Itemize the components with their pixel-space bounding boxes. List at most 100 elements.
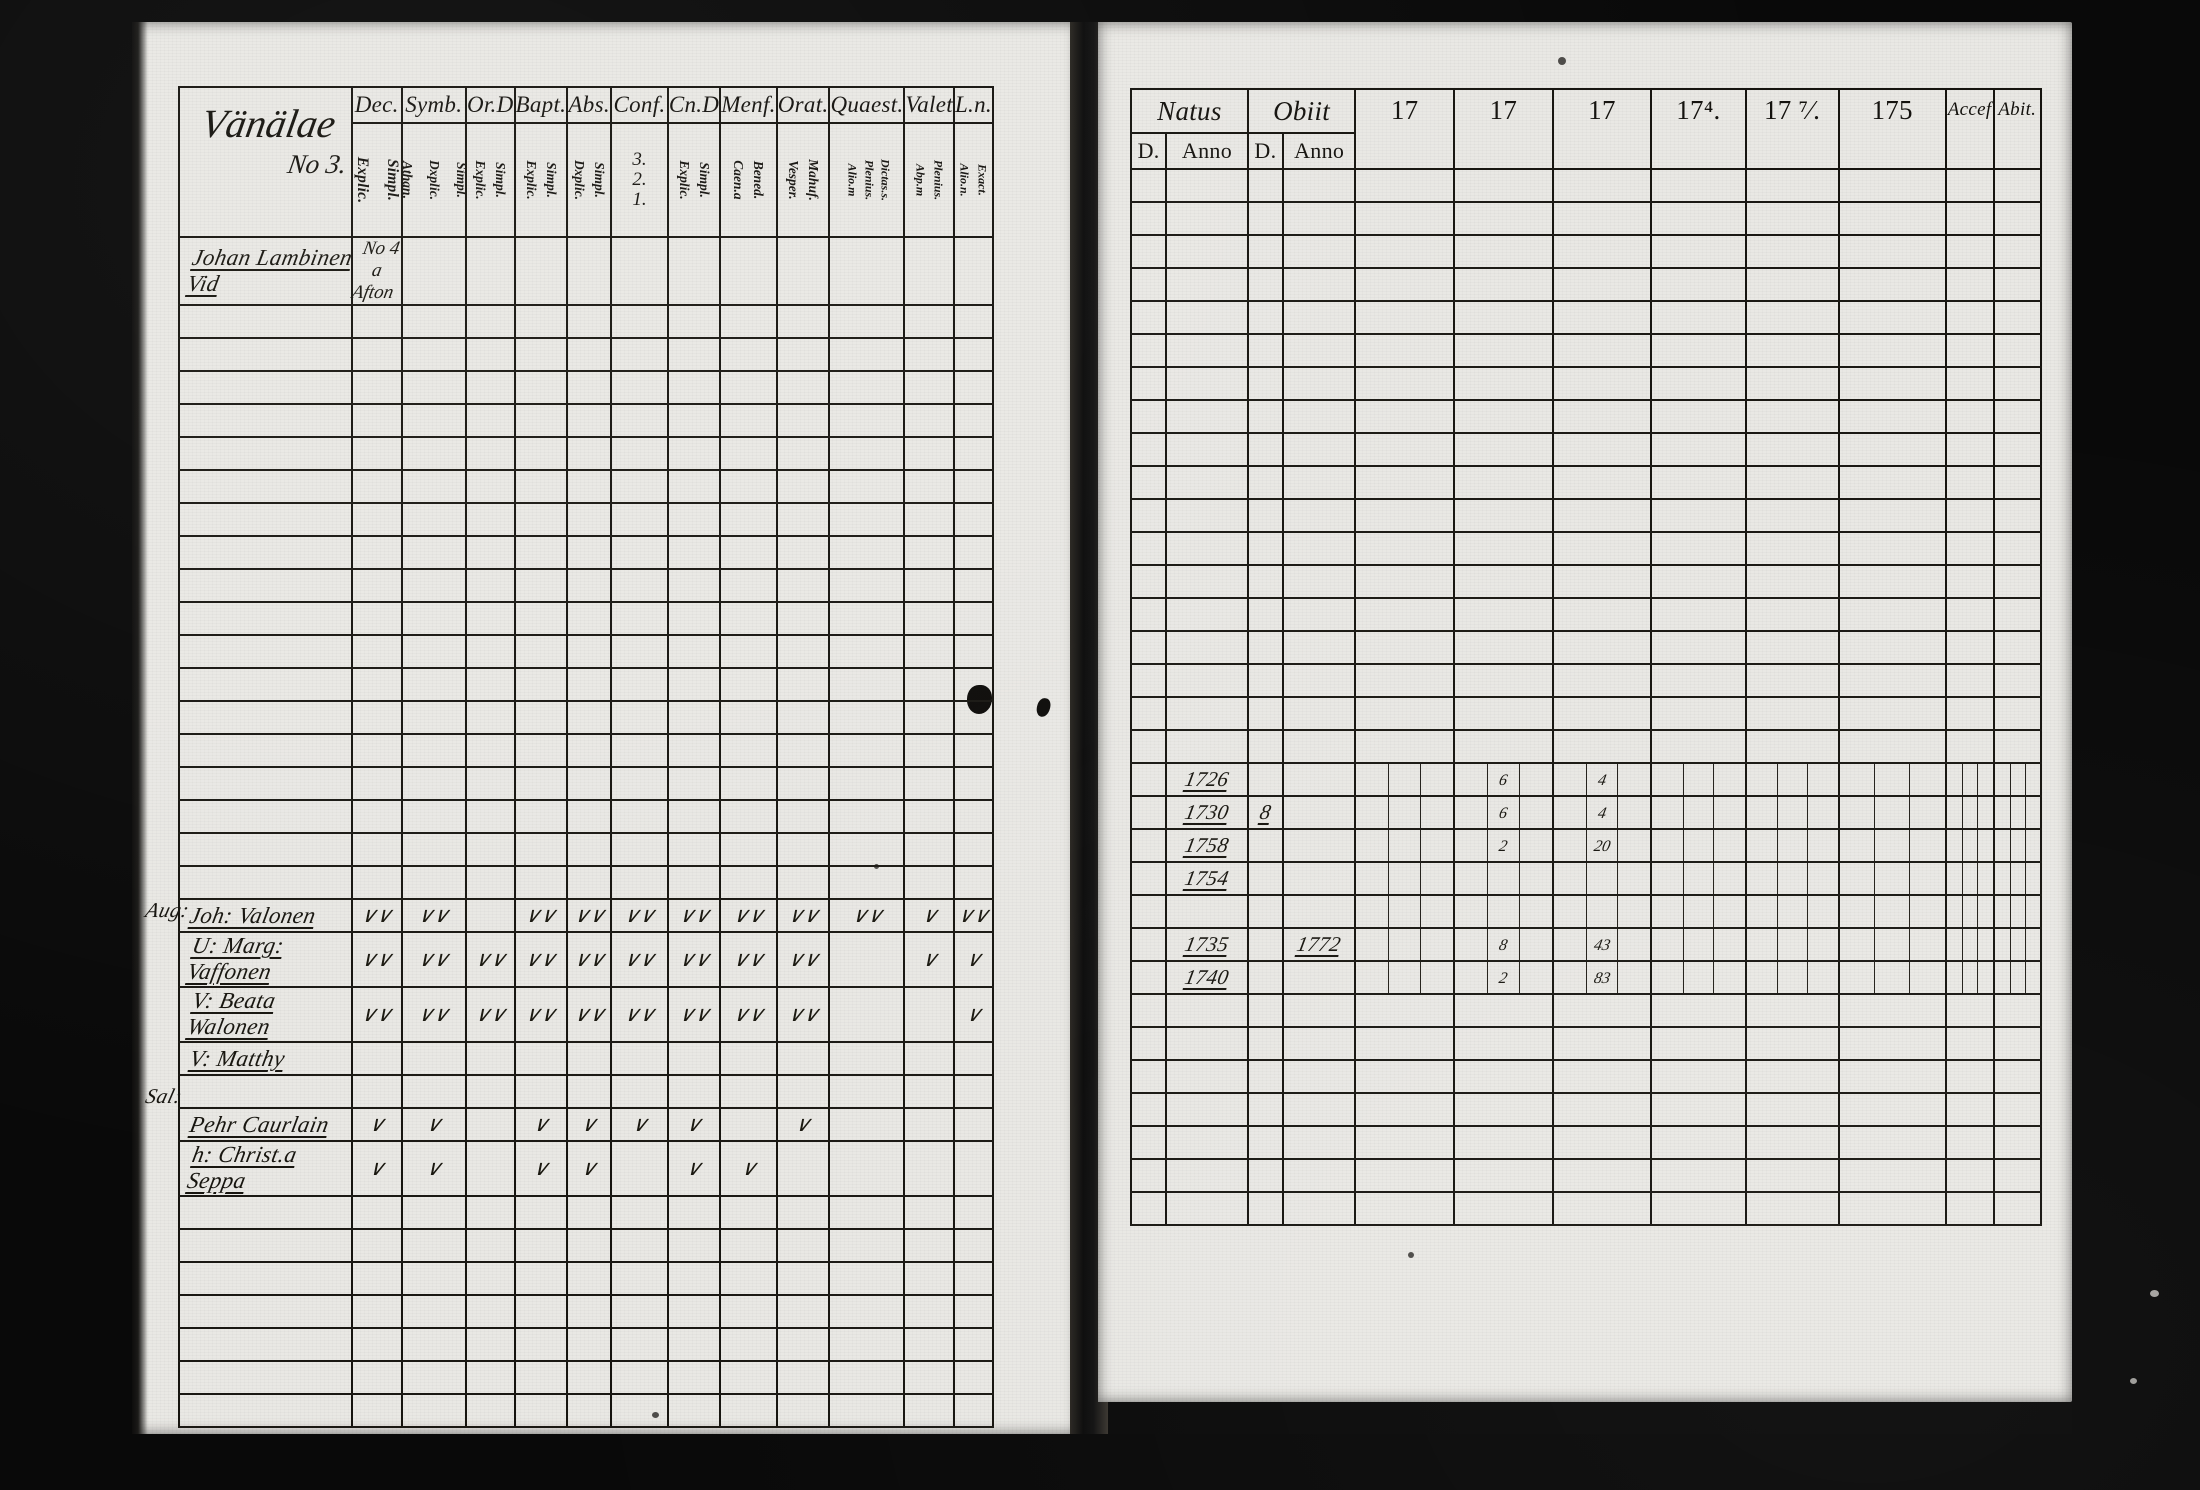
empty-cell — [1246, 1026, 1284, 1061]
empty-cell — [1281, 366, 1357, 401]
empty-cell — [719, 370, 778, 405]
empty-cell — [952, 403, 995, 438]
empty-cell — [903, 568, 955, 603]
empty-cell — [1551, 366, 1653, 401]
empty-cell — [1354, 1125, 1455, 1160]
table-row: 1730 8 6 4 — [1129, 795, 2042, 830]
column-rule — [1518, 863, 1520, 894]
empty-cell — [1453, 498, 1554, 533]
mark-cell — [719, 1041, 778, 1076]
empty-cell — [1551, 333, 1653, 368]
blank-row — [178, 403, 995, 438]
empty-cell — [775, 1195, 831, 1230]
empty-cell — [178, 337, 353, 372]
mark-cell — [610, 1074, 669, 1109]
empty-cell — [719, 1360, 778, 1395]
year-cell — [1650, 960, 1747, 995]
check-mark: ∨∨ — [730, 947, 767, 971]
mark-cell — [903, 1107, 955, 1142]
mark-cell: ∨∨ — [952, 898, 995, 933]
column-rule — [1976, 764, 1978, 795]
empty-cell — [178, 601, 353, 636]
natus-year-cell — [1165, 894, 1249, 929]
empty-cell — [513, 1195, 569, 1230]
column-rule — [1776, 962, 1778, 993]
column-rule — [2024, 797, 2026, 828]
blank-row — [1129, 1092, 2042, 1127]
empty-cell — [1129, 531, 1168, 566]
empty-cell — [400, 1228, 467, 1263]
natus-year-cell: 1758 — [1165, 828, 1249, 863]
empty-cell — [828, 502, 906, 537]
empty-cell — [1744, 663, 1840, 698]
empty-cell — [1744, 168, 1840, 203]
empty-cell — [1650, 1158, 1747, 1193]
column-rule — [1908, 962, 1910, 993]
column-rule — [1806, 797, 1808, 828]
empty-cell — [1354, 993, 1455, 1028]
empty-cell — [952, 601, 995, 636]
blank-row — [178, 667, 995, 702]
year-cell — [1992, 894, 2042, 929]
empty-cell — [1281, 597, 1357, 632]
empty-cell — [566, 337, 613, 372]
empty-cell — [1165, 531, 1249, 566]
empty-cell — [350, 568, 403, 603]
empty-cell — [1650, 1026, 1747, 1061]
empty-cell — [828, 799, 906, 834]
empty-cell — [1837, 366, 1947, 401]
empty-cell — [610, 1195, 669, 1230]
empty-cell — [1837, 1158, 1947, 1193]
right-blank-rows-top — [1129, 168, 2042, 764]
year-cell — [1354, 828, 1455, 863]
empty-cell — [1165, 1125, 1249, 1160]
empty-cell — [1165, 729, 1249, 764]
empty-cell — [1551, 234, 1653, 269]
empty-cell — [400, 766, 467, 801]
mark-cell: ∨∨ — [513, 898, 569, 933]
column-rule — [2024, 929, 2026, 960]
empty-cell — [1992, 1092, 2042, 1127]
empty-cell — [566, 634, 613, 669]
empty-cell — [400, 403, 467, 438]
mark-cell — [903, 1074, 955, 1109]
empty-cell — [566, 568, 613, 603]
col-header-abs: Abs. — [566, 86, 613, 124]
natus-year-cell: 1754 — [1165, 861, 1249, 896]
empty-cell — [1453, 531, 1554, 566]
empty-cell — [903, 469, 955, 504]
empty-cell — [828, 403, 906, 438]
right-entry-rows-region: 1726 6 4 1730 8 6 4 1758 2 20 1754 1735 1772 8 43 1740 2… — [1129, 762, 2042, 995]
empty-cell — [952, 1393, 995, 1428]
year-cell: 6 — [1453, 762, 1554, 797]
blank-row — [1129, 234, 2042, 269]
col-header-symb: Symb. — [400, 86, 467, 124]
empty-cell — [719, 469, 778, 504]
column-rule — [1486, 929, 1488, 960]
blank-row — [1129, 564, 2042, 599]
blank-row — [178, 1327, 995, 1362]
year-note: 43 — [1592, 937, 1612, 954]
paper-speck — [1558, 57, 1566, 65]
column-rule — [1585, 764, 1587, 795]
blank-rows-region-bottom — [178, 1195, 995, 1428]
empty-cell — [350, 304, 403, 339]
empty-cell — [1354, 531, 1455, 566]
column-rule — [1961, 764, 1963, 795]
year-cell — [1992, 861, 2042, 896]
empty-cell — [610, 535, 669, 570]
empty-cell — [1246, 399, 1284, 434]
empty-cell — [400, 337, 467, 372]
blank-row — [178, 1228, 995, 1263]
obiit-year-cell: 1772 — [1281, 927, 1357, 962]
blank-row — [1129, 399, 2042, 434]
empty-cell — [1650, 1125, 1747, 1160]
empty-cell — [1281, 267, 1357, 302]
empty-cell — [828, 733, 906, 768]
mark-cell — [513, 1074, 569, 1109]
empty-cell — [1992, 696, 2042, 731]
check-mark: ∨ — [683, 1156, 705, 1180]
year-cell — [1944, 927, 1995, 962]
empty-cell — [1246, 729, 1284, 764]
empty-cell — [1165, 267, 1249, 302]
